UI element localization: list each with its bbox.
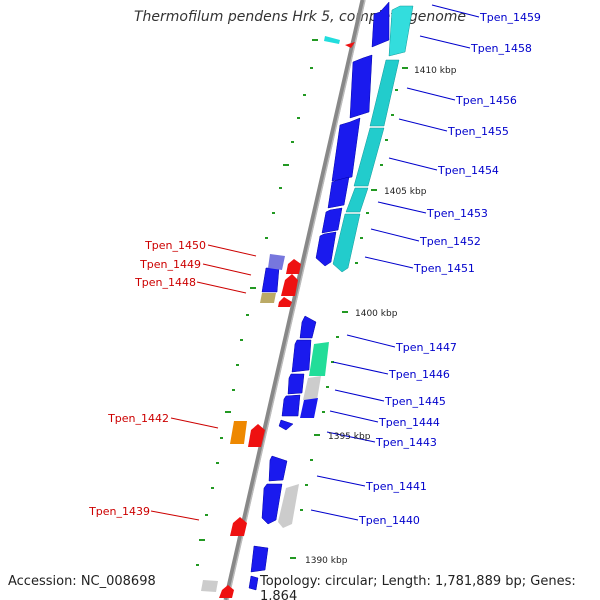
gene-tpen-1448-shape [260, 293, 276, 303]
gene-label-tpen-1453[interactable]: Tpen_1453 [426, 207, 488, 220]
gene-tpen-1445-shape [287, 373, 305, 395]
gene-small-grey [201, 580, 218, 592]
kbp-label-1400: 1400 kbp [355, 309, 398, 319]
genome-backbone-highlight [227, 0, 366, 600]
gene-tpen-1442-shape [230, 421, 247, 444]
forward-genes [248, 1, 390, 591]
gene-tpen-1449-shape [261, 267, 280, 293]
gene-tpen-1451-shape [315, 231, 337, 267]
kbp-label-1390: 1390 kbp [305, 556, 348, 566]
leader-lines-right [310, 4, 480, 521]
gene-tpen-1452-shape [321, 207, 343, 234]
gene-tpen-1437-shape [248, 575, 259, 591]
gene-label-tpen-1458[interactable]: Tpen_1458 [470, 42, 532, 55]
gene-label-tpen-1451[interactable]: Tpen_1451 [413, 262, 475, 275]
gene-tpen-1446-shape [291, 339, 312, 373]
cds-tpen-1445 [303, 376, 321, 400]
gene-tpen-1459-shape [371, 1, 390, 48]
gene-label-tpen-1439[interactable]: Tpen_1439 [88, 505, 150, 518]
kbp-label-1405: 1405 kbp [384, 187, 427, 197]
gene-label-tpen-1447[interactable]: Tpen_1447 [395, 341, 457, 354]
gene-label-tpen-1445[interactable]: Tpen_1445 [384, 395, 446, 408]
gene-label-tpen-1450[interactable]: Tpen_1450 [144, 239, 206, 252]
gene-label-tpen-1452[interactable]: Tpen_1452 [419, 235, 481, 248]
kbp-label-1410: 1410 kbp [414, 66, 457, 76]
gene-tpen-1441-shape [268, 455, 288, 482]
gene-label-tpen-1459[interactable]: Tpen_1459 [479, 11, 541, 24]
gene-tpen-1453-shape [327, 176, 350, 209]
gene-small-cyan [324, 36, 340, 44]
cds-bars [332, 5, 414, 273]
gene-tpen-1444-shape [281, 394, 301, 417]
cds-tpen-1440 [278, 484, 299, 528]
gene-label-tpen-1456[interactable]: Tpen_1456 [455, 94, 517, 107]
gene-label-tpen-1443[interactable]: Tpen_1443 [375, 436, 437, 449]
gene-label-tpen-1455[interactable]: Tpen_1455 [447, 125, 509, 138]
reverse-genes [219, 42, 355, 598]
tick-marks-right [290, 67, 408, 559]
kbp-label-1395: 1395 kbp [328, 432, 371, 442]
gene-tpen-1438-shape [250, 545, 269, 573]
gene-tpen-1450-shape [268, 254, 285, 270]
gene-label-tpen-1444[interactable]: Tpen_1444 [378, 416, 440, 429]
leader-lines-left [150, 244, 257, 521]
gene-tpen-1440-shape [261, 483, 283, 525]
gene-tpen-1443-shape [278, 419, 294, 431]
accession-text: Accession: NC_008698 [8, 574, 156, 589]
cds-tpen-1444 [300, 398, 318, 418]
gene-tpen-1457-shape [349, 54, 373, 119]
gene-label-tpen-1448[interactable]: Tpen_1448 [134, 276, 196, 289]
gene-label-tpen-1449[interactable]: Tpen_1449 [139, 258, 201, 271]
gene-tpen-1447-shape [299, 315, 317, 339]
topology-text: Topology: circular; Length: 1,781,889 bp… [260, 574, 576, 600]
tick-marks-left [196, 39, 318, 566]
gene-label-tpen-1440[interactable]: Tpen_1440 [358, 514, 420, 527]
gene-label-tpen-1442[interactable]: Tpen_1442 [107, 412, 169, 425]
gene-label-tpen-1454[interactable]: Tpen_1454 [437, 164, 499, 177]
cds-tpen-1446 [309, 342, 329, 376]
gene-label-tpen-1446[interactable]: Tpen_1446 [388, 368, 450, 381]
genome-backbone [223, 0, 366, 600]
gene-label-tpen-1441[interactable]: Tpen_1441 [365, 480, 427, 493]
